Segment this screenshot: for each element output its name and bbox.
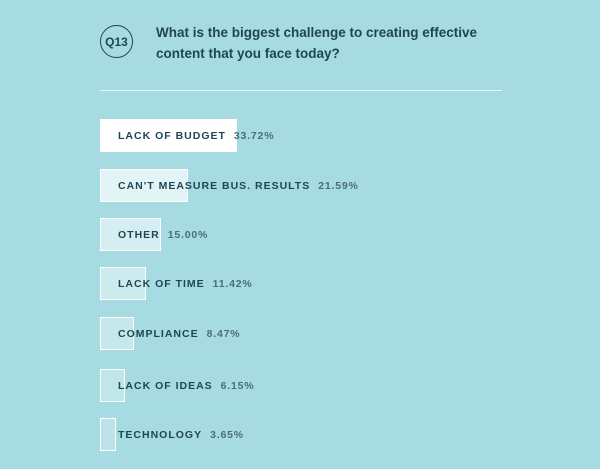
category-label: LACK OF BUDGET — [118, 129, 226, 142]
bar — [100, 267, 146, 300]
question-text: What is the biggest challenge to creatin… — [156, 25, 478, 61]
value-label: 8.47% — [206, 327, 241, 340]
bar — [100, 317, 134, 350]
divider — [100, 90, 502, 91]
category-label: LACK OF TIME — [118, 277, 205, 290]
bar — [100, 418, 116, 451]
bar — [100, 119, 237, 152]
category-label: OTHER — [118, 228, 160, 241]
value-label: 33.72% — [233, 129, 275, 142]
category-label: CAN'T MEASURE BUS. RESULTS — [118, 179, 311, 192]
value-label: 3.65% — [210, 428, 244, 441]
value-label: 21.59% — [318, 179, 359, 192]
bar-label-row: LACK OF TIME 11.42% — [118, 267, 253, 300]
bar-label-row: LACK OF BUDGET 33.72% — [118, 119, 274, 152]
bar-label-row: COMPLIANCE 8.47% — [118, 317, 240, 350]
category-label: COMPLIANCE — [118, 327, 199, 340]
question-number-badge: Q13 — [100, 25, 133, 58]
value-label: 11.42% — [212, 277, 253, 290]
category-label: LACK OF IDEAS — [118, 379, 213, 392]
value-label: 15.00% — [167, 228, 209, 241]
bar — [100, 369, 125, 402]
value-label: 6.15% — [220, 379, 255, 392]
bar-label-row: CAN'T MEASURE BUS. RESULTS 21.59% — [118, 169, 359, 202]
category-label: TECHNOLOGY — [118, 428, 203, 441]
bar-label-row: OTHER 15.00% — [118, 218, 208, 251]
bar — [100, 169, 188, 202]
bar-label-row: TECHNOLOGY 3.65% — [118, 418, 244, 451]
bar — [100, 218, 161, 251]
bar-label-row: LACK OF IDEAS 6.15% — [118, 369, 254, 402]
question-number: Q13 — [105, 34, 128, 49]
